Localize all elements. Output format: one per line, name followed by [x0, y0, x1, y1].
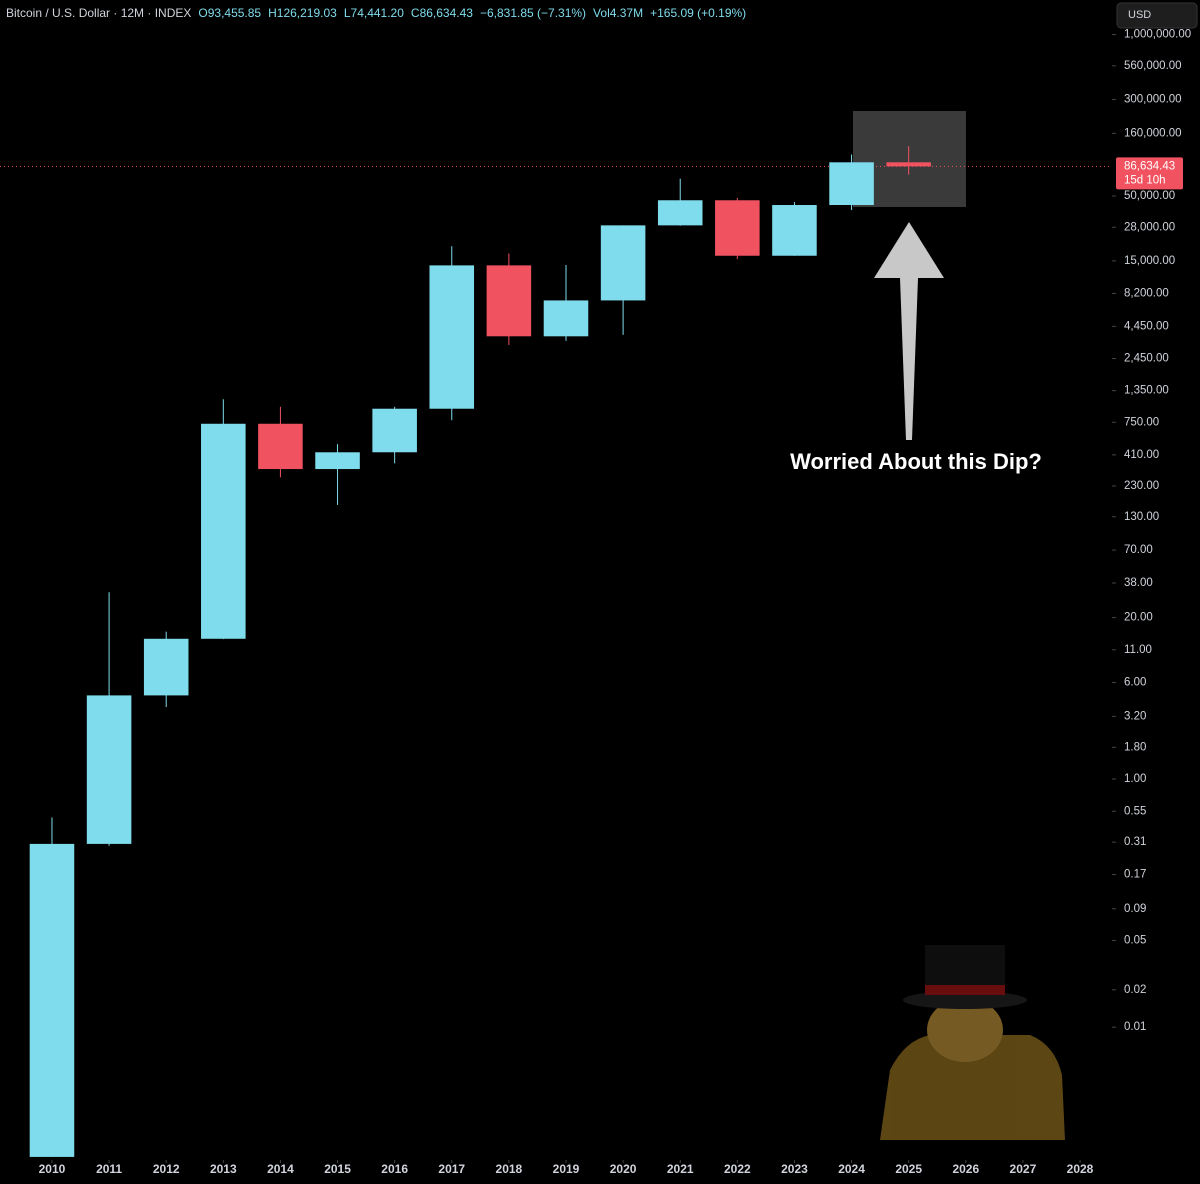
y-tick-label: 0.05 [1124, 934, 1146, 946]
y-tick-label: 230.00 [1124, 480, 1159, 492]
currency-box [1116, 2, 1198, 29]
x-tick-label: 2022 [724, 1162, 751, 1176]
candle-body [258, 423, 303, 470]
header-low: L74,441.20 [343, 6, 404, 20]
candle-body [886, 162, 931, 167]
last-price-tag: 86,634.43 15d 10h [1116, 157, 1183, 190]
x-tick-label: 2012 [153, 1162, 180, 1176]
y-tick-label: 1,000,000.00 [1124, 29, 1191, 41]
y-tick-label: 160,000.00 [1124, 127, 1182, 139]
last-price-label: 86,634.43 [1124, 160, 1175, 172]
candle-body [543, 300, 589, 337]
y-tick-label: 2,450.00 [1124, 353, 1169, 365]
x-tick-label: 2014 [267, 1162, 294, 1176]
candle-body [315, 452, 360, 470]
y-tick-label: 1.80 [1124, 741, 1146, 753]
x-tick-label: 2024 [838, 1162, 865, 1176]
x-tick-label: 2019 [553, 1162, 580, 1176]
candle-body [657, 200, 703, 226]
y-tick-label: 0.55 [1124, 805, 1146, 817]
x-tick-label: 2016 [381, 1162, 408, 1176]
x-tick-label: 2020 [610, 1162, 637, 1176]
y-tick-label: 3.20 [1124, 710, 1146, 722]
y-tick-label: 15,000.00 [1124, 255, 1175, 267]
arrow [874, 222, 944, 440]
y-tick-label: 0.31 [1124, 836, 1146, 848]
plot: 1,000,000.00 560,000.00 300,000.00 160,000.… [0, 29, 1191, 1176]
x-tick-label: 2017 [438, 1162, 465, 1176]
header: Bitcoin / U.S. Dollar · 12M · INDEX O93,… [6, 6, 746, 20]
x-tick-label: 2011 [96, 1162, 122, 1176]
x-tick-label: 2023 [781, 1162, 808, 1176]
x-tick-label: 2013 [210, 1162, 237, 1176]
x-tick-label: 2010 [39, 1162, 66, 1176]
y-tick-label: 70.00 [1124, 544, 1153, 556]
y-tick-label: 300,000.00 [1124, 93, 1182, 105]
candle-body [486, 265, 532, 337]
y-tick-label: 410.00 [1124, 449, 1159, 461]
x-tick-label: 2026 [952, 1162, 979, 1176]
y-tick-label: 28,000.00 [1124, 221, 1175, 233]
x-tick-label: 2021 [667, 1162, 694, 1176]
symbol-title: Bitcoin / U.S. Dollar · 12M · INDEX [6, 6, 192, 20]
y-tick-label: 0.01 [1124, 1021, 1146, 1033]
candle-body [29, 843, 75, 1157]
y-tick-label: 750.00 [1124, 416, 1159, 428]
y-tick-label: 4,450.00 [1124, 320, 1169, 332]
y-tick-label: 1.00 [1124, 773, 1146, 785]
y-tick-label: 11.00 [1124, 644, 1152, 656]
candle-body [772, 205, 817, 256]
header-high: H126,219.03 [268, 6, 337, 20]
candle-body [600, 225, 646, 301]
candle-body [143, 638, 189, 696]
y-tick-label: 8,200.00 [1124, 287, 1169, 299]
y-tick-label: 50,000.00 [1124, 190, 1175, 202]
candle-body [86, 695, 132, 844]
candle-body [429, 265, 475, 409]
x-tick-label: 2015 [324, 1162, 351, 1176]
y-tick-label: 0.02 [1124, 984, 1146, 996]
candle-body [715, 200, 760, 256]
y-tick-label: 0.09 [1124, 903, 1146, 915]
x-tick-label: 2027 [1010, 1162, 1037, 1176]
x-tick-label: 2018 [496, 1162, 523, 1176]
y-tick-label: 1,350.00 [1124, 385, 1169, 397]
y-tick-label: 6.00 [1124, 677, 1146, 689]
y-tick-label: 130.00 [1124, 511, 1159, 523]
currency: USD [1128, 9, 1151, 21]
countdown: 15d 10h [1124, 174, 1166, 186]
avatar [880, 945, 1065, 1140]
y-tick-label: 560,000.00 [1124, 60, 1182, 72]
candle-body [201, 423, 246, 639]
y-tick-label: 20.00 [1124, 612, 1153, 624]
x-tick-label: 2028 [1067, 1162, 1094, 1176]
candle-body [829, 162, 874, 206]
header-volume: Vol4.37M [593, 6, 644, 20]
header-open: O93,455.85 [198, 6, 262, 20]
header-change: −6,831.85 (−7.31%) [479, 6, 587, 20]
y-tick-label: 38.00 [1124, 577, 1153, 589]
x-tick-label: 2025 [895, 1162, 922, 1176]
candle-body [372, 408, 417, 453]
annotation: Worried About this Dip? [790, 449, 1042, 474]
y-tick-label: 0.17 [1124, 869, 1146, 881]
last-price-box [1116, 157, 1183, 190]
header-volume-change: +165.09 (+0.19%) [650, 6, 747, 20]
header-close: C86,634.43 [410, 6, 473, 20]
